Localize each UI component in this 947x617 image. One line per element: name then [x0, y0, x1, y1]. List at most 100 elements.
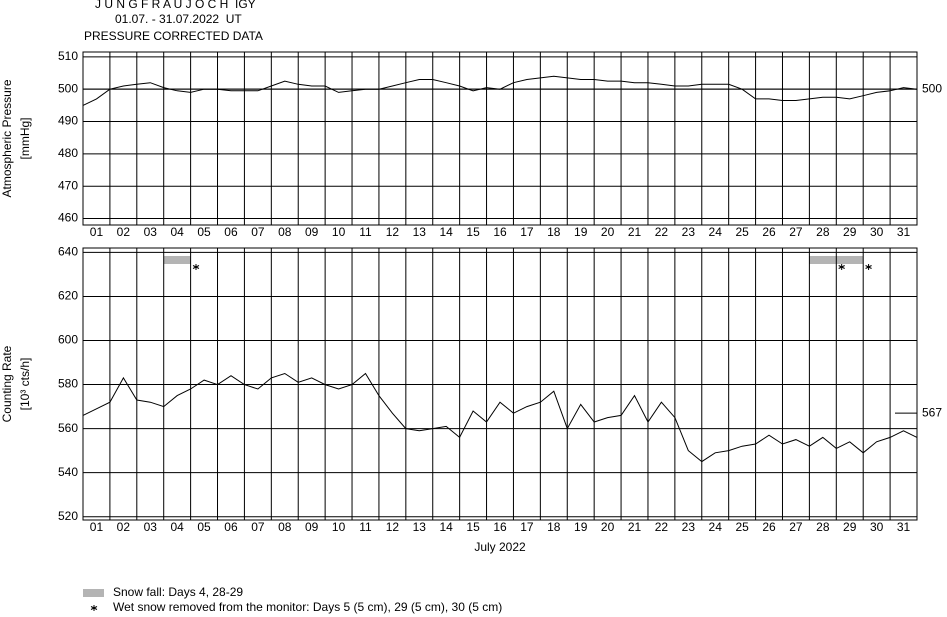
x-tick-label: 03: [144, 225, 158, 239]
x-tick-label: 06: [224, 225, 238, 239]
x-tick-label: 23: [682, 520, 696, 534]
x-tick-label: 23: [682, 225, 696, 239]
legend-asterisk: [90, 605, 98, 611]
snow-removed-marker: [192, 264, 200, 270]
x-tick-label: 11: [359, 225, 372, 239]
x-tick-label: 19: [574, 520, 588, 534]
x-tick-label: 01: [90, 225, 104, 239]
x-tick-label: 03: [144, 520, 158, 534]
x-tick-label: 07: [251, 225, 265, 239]
y-tick-label: 500: [58, 81, 78, 95]
x-tick-label: 21: [628, 520, 642, 534]
data-line: [82, 75, 918, 106]
x-tick-label: 24: [709, 520, 723, 534]
x-tick-label: 29: [843, 225, 857, 239]
x-tick-label: 14: [440, 520, 454, 534]
y-tick-label: 600: [58, 333, 78, 347]
chart-title: J U N G F R A U J O C H IGY: [95, 0, 256, 11]
x-tick-label: 18: [547, 520, 561, 534]
x-tick-label: 10: [332, 520, 346, 534]
x-tick-label: 24: [709, 225, 723, 239]
x-tick-label: 08: [278, 520, 292, 534]
x-tick-label: 27: [789, 225, 803, 239]
y-axis-label: Atmospheric Pressure: [0, 79, 14, 197]
x-tick-label: 20: [601, 225, 615, 239]
x-tick-label: 09: [305, 225, 319, 239]
reference-label: 500: [922, 81, 942, 95]
x-tick-label: 06: [224, 520, 238, 534]
x-tick-label: 05: [197, 520, 211, 534]
x-tick-label: 17: [520, 225, 534, 239]
x-tick-label: 01: [90, 520, 104, 534]
x-tick-label: 13: [413, 225, 427, 239]
x-tick-label: 30: [870, 520, 884, 534]
y-tick-label: 640: [58, 245, 78, 259]
y-axis-label: Counting Rate: [0, 345, 14, 422]
y-axis-label: [mmHg]: [18, 118, 32, 160]
x-tick-label: 28: [816, 225, 830, 239]
x-tick-label: 12: [386, 225, 400, 239]
data-line: [82, 372, 918, 463]
x-axis-label: July 2022: [474, 540, 526, 554]
snow-fall-bar: [809, 256, 837, 264]
y-tick-label: 510: [58, 49, 78, 63]
x-tick-label: 25: [735, 225, 749, 239]
x-tick-label: 14: [440, 225, 454, 239]
snow-removed-marker: [865, 264, 872, 270]
x-tick-label: 05: [197, 225, 211, 239]
y-axis-label: [10³ cts/h]: [18, 358, 32, 411]
x-tick-label: 26: [762, 225, 776, 239]
x-tick-label: 04: [170, 225, 184, 239]
x-tick-label: 10: [332, 225, 346, 239]
y-tick-label: 480: [58, 146, 78, 160]
x-tick-label: 13: [413, 520, 427, 534]
legend-snow-swatch: [83, 589, 104, 597]
x-tick-label: 16: [493, 225, 507, 239]
x-tick-label: 21: [628, 225, 642, 239]
chart-subtitle: 01.07. - 31.07.2022 UT: [115, 12, 242, 26]
x-tick-label: 19: [574, 225, 588, 239]
y-tick-label: 470: [58, 178, 78, 192]
x-tick-label: 28: [816, 520, 830, 534]
x-tick-label: 12: [386, 520, 400, 534]
x-tick-label: 18: [547, 225, 561, 239]
x-tick-label: 22: [655, 225, 669, 239]
x-tick-label: 29: [843, 520, 857, 534]
plot-frame: [82, 51, 918, 226]
reference-label: 567: [922, 405, 942, 419]
x-tick-label: 02: [117, 520, 131, 534]
x-tick-label: 09: [305, 520, 319, 534]
x-tick-label: 25: [735, 520, 749, 534]
x-tick-label: 30: [870, 225, 884, 239]
x-tick-label: 02: [117, 225, 131, 239]
x-tick-label: 31: [897, 225, 911, 239]
y-tick-label: 580: [58, 377, 78, 391]
legend-entry: Snow fall: Days 4, 28-29: [113, 585, 243, 599]
snow-fall-bar: [836, 256, 864, 264]
snow-fall-bar: [163, 256, 191, 264]
chart-note: PRESSURE CORRECTED DATA: [84, 29, 263, 43]
snow-removed-marker: [838, 264, 845, 270]
y-tick-label: 560: [58, 421, 78, 435]
y-tick-label: 460: [58, 211, 78, 225]
x-tick-label: 27: [789, 520, 803, 534]
x-tick-label: 04: [170, 520, 184, 534]
x-tick-label: 26: [762, 520, 776, 534]
x-tick-label: 07: [251, 520, 265, 534]
x-tick-label: 08: [278, 225, 292, 239]
y-tick-label: 520: [58, 509, 78, 523]
asterisk-stroke: [192, 265, 200, 269]
y-tick-label: 490: [58, 114, 78, 128]
y-tick-label: 620: [58, 289, 78, 303]
x-tick-label: 17: [520, 520, 534, 534]
asterisk-stroke: [838, 265, 845, 269]
x-tick-label: 16: [493, 520, 507, 534]
x-tick-label: 22: [655, 520, 669, 534]
asterisk-stroke: [865, 265, 872, 269]
legend-entry: Wet snow removed from the monitor: Days …: [113, 600, 502, 614]
plot-frame: [82, 247, 918, 521]
x-tick-label: 11: [359, 520, 372, 534]
y-tick-label: 540: [58, 465, 78, 479]
